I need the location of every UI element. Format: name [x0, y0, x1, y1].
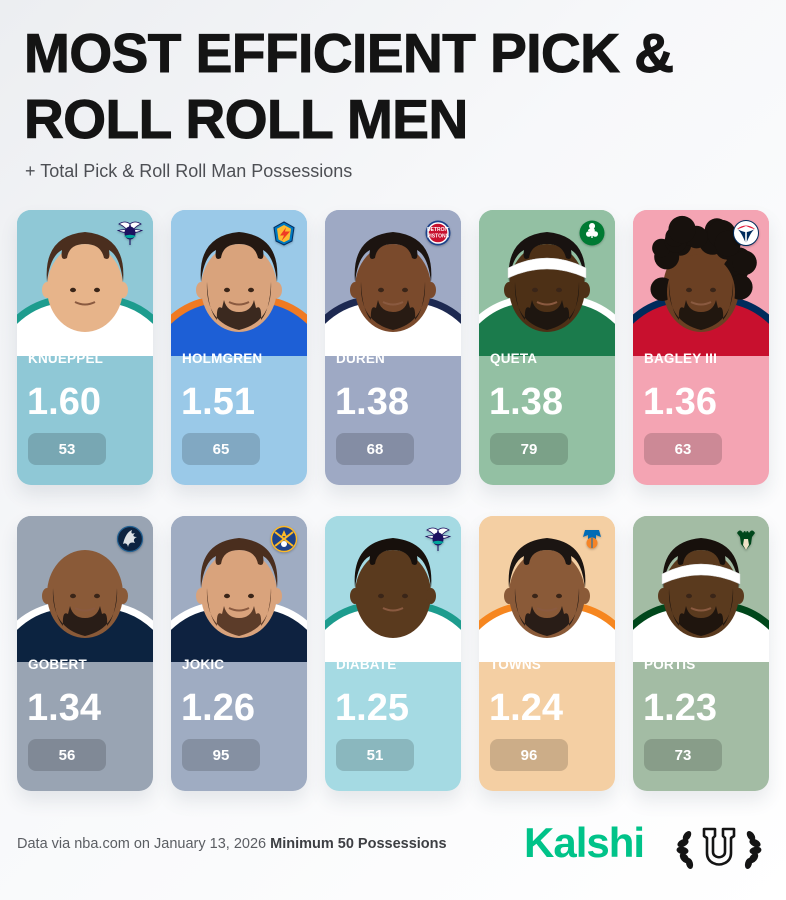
svg-text:DETROIT: DETROIT — [427, 227, 449, 233]
svg-text:PISTONS: PISTONS — [427, 234, 450, 240]
